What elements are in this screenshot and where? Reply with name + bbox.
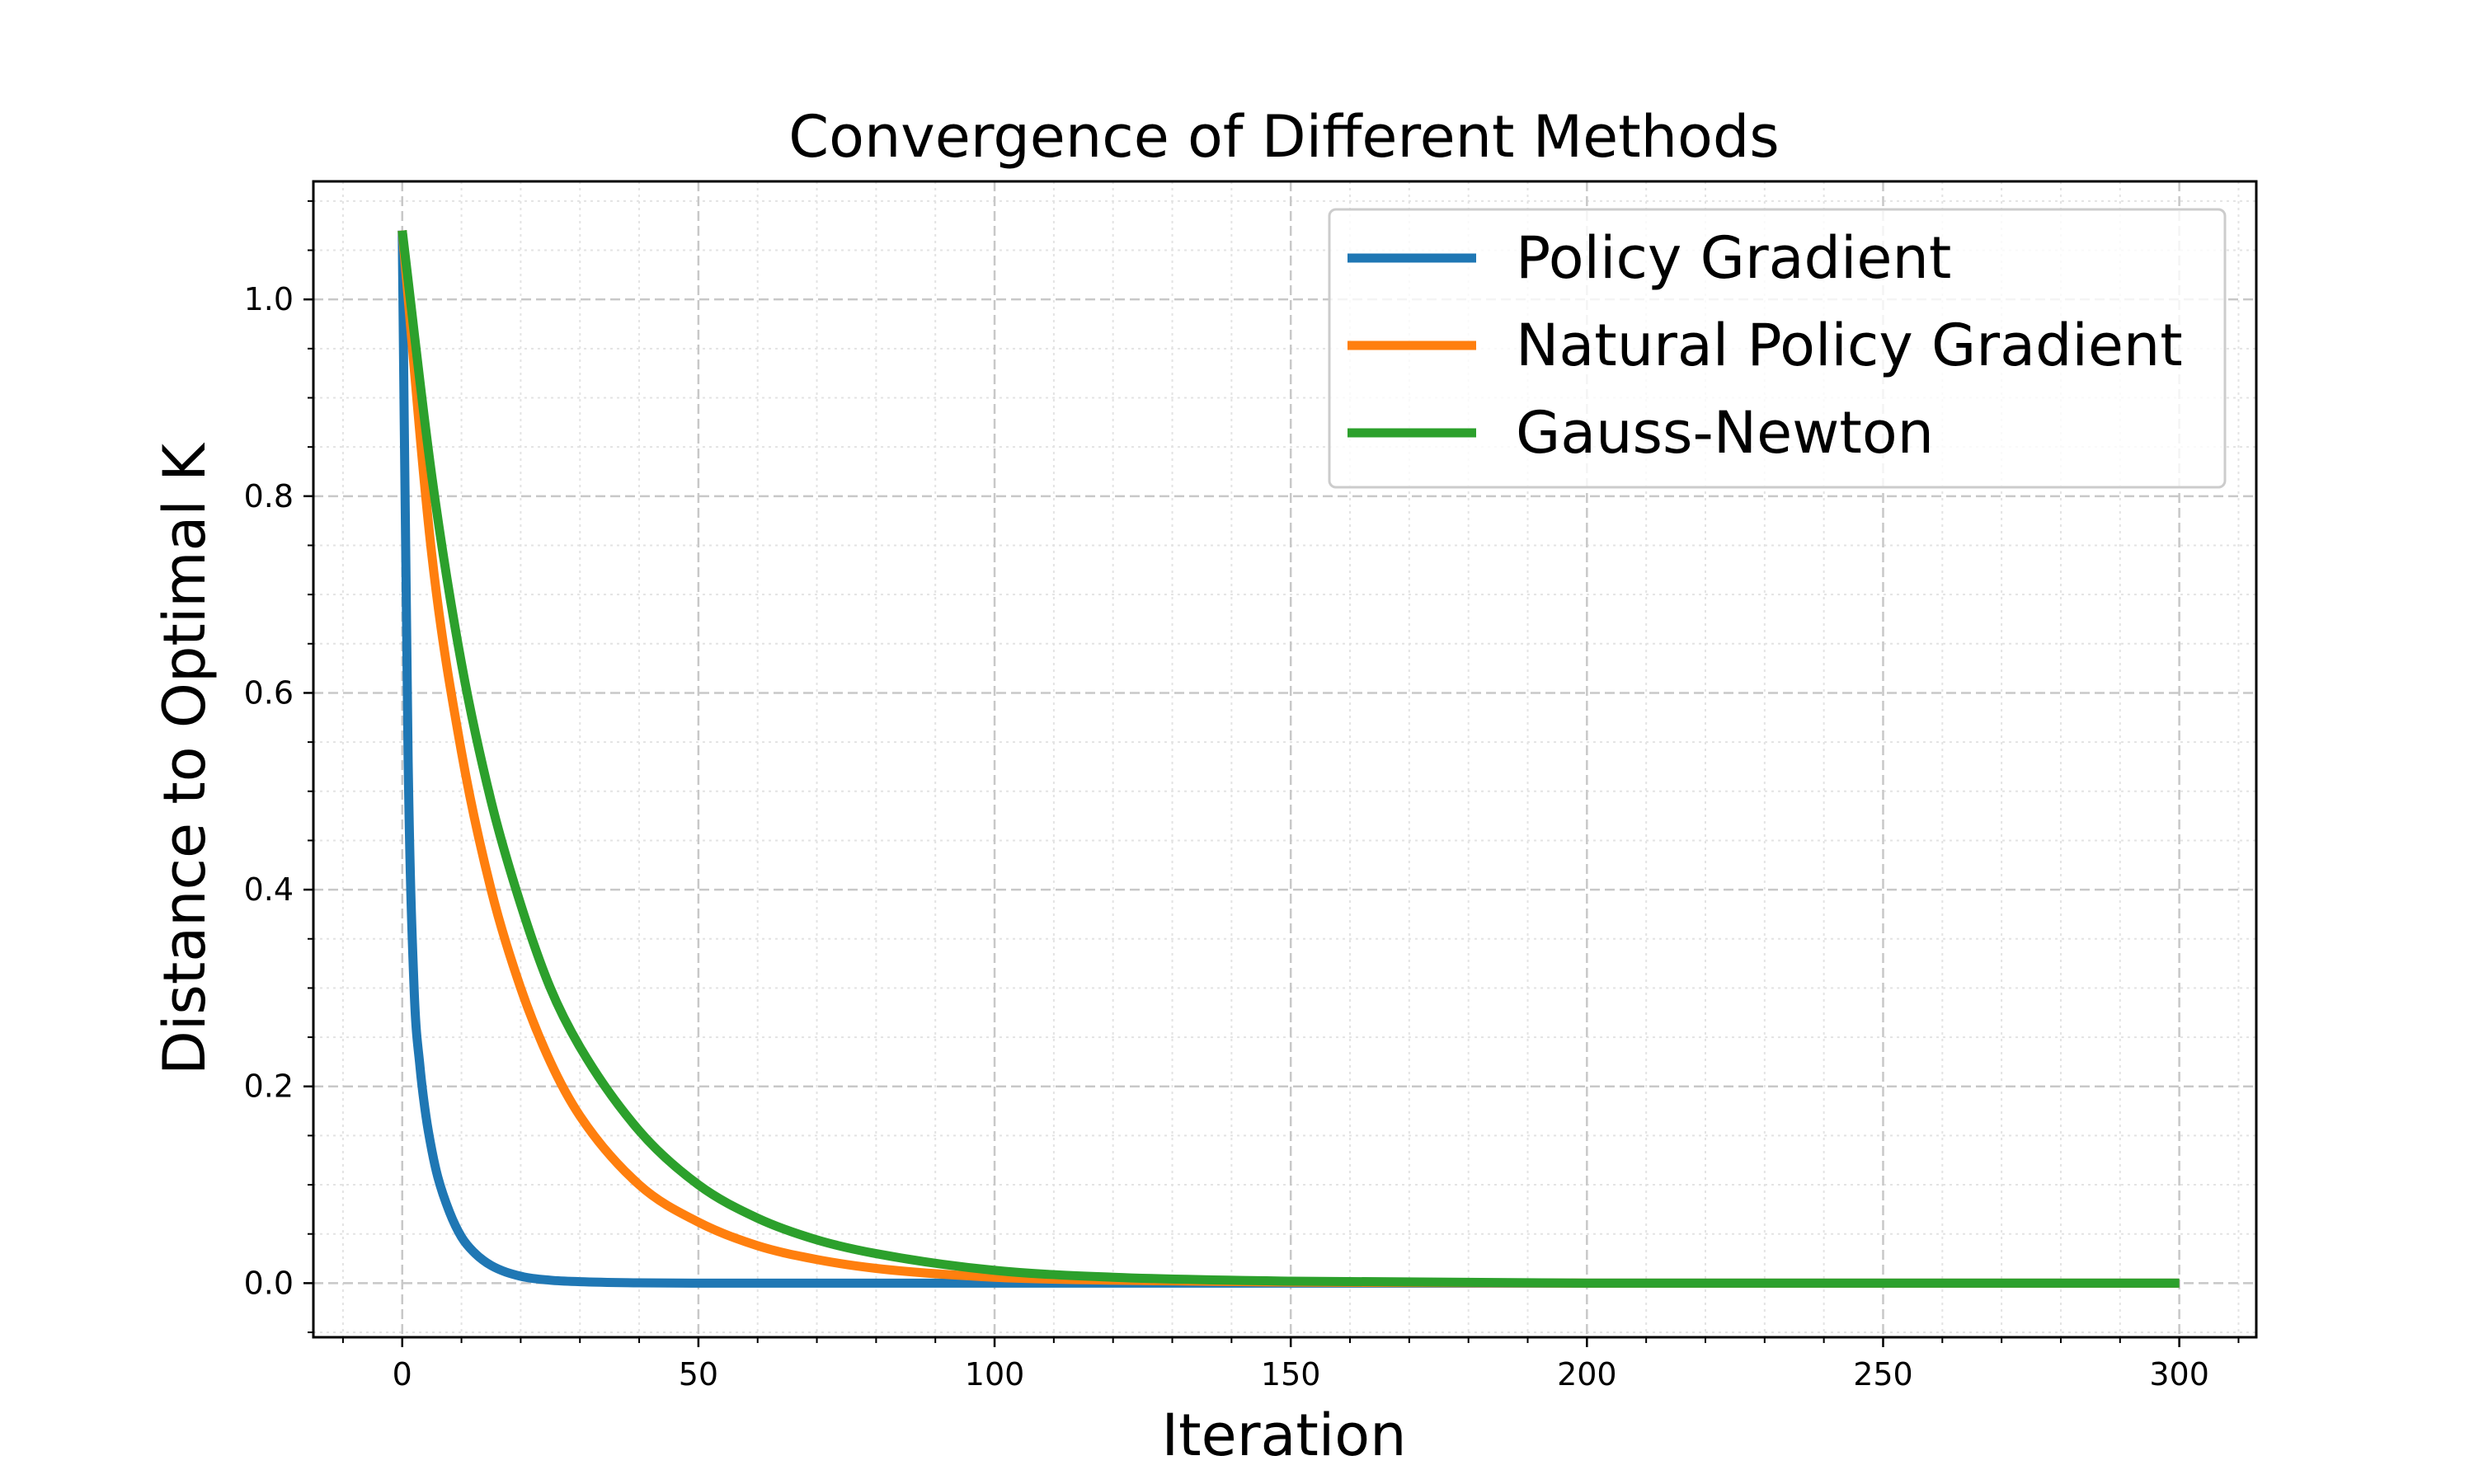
plot-frame bbox=[312, 180, 2258, 1339]
series-layer bbox=[397, 230, 2180, 1288]
x-tick-label: 50 bbox=[679, 1356, 718, 1392]
y-axis-label: Distance to Optimal K bbox=[151, 442, 219, 1075]
series-line-gauss-newton bbox=[397, 230, 2180, 1288]
x-tick-label: 100 bbox=[965, 1356, 1025, 1392]
legend: Policy Gradient Natural Policy Gradient Ga… bbox=[1328, 208, 2227, 489]
legend-label-gauss-newton: Gauss-Newton bbox=[1516, 399, 1934, 467]
y-axis: 0.0 0.2 0.4 0.6 0.8 1.0 bbox=[244, 200, 313, 1334]
y-tick-label: 1.0 bbox=[244, 281, 294, 317]
x-tick-label: 150 bbox=[1261, 1356, 1321, 1392]
x-tick-label: 300 bbox=[2149, 1356, 2209, 1392]
x-axis-label: Iteration bbox=[1162, 1402, 1407, 1469]
y-tick-label: 0.0 bbox=[244, 1265, 294, 1301]
legend-label-policy-gradient: Policy Gradient bbox=[1516, 224, 1951, 292]
legend-box bbox=[1328, 208, 2227, 489]
y-tick-label: 0.6 bbox=[244, 674, 294, 711]
chart-title: Convergence of Different Methods bbox=[788, 103, 1780, 171]
y-tick-label: 0.2 bbox=[244, 1068, 294, 1105]
x-tick-label: 250 bbox=[1853, 1356, 1913, 1392]
x-tick-label: 0 bbox=[393, 1356, 412, 1392]
legend-label-natural-policy-gradient: Natural Policy Gradient bbox=[1516, 312, 2183, 379]
y-tick-label: 0.4 bbox=[244, 871, 294, 908]
x-axis: 0 50 100 150 200 250 300 bbox=[341, 1337, 2240, 1392]
x-tick-label: 200 bbox=[1557, 1356, 1617, 1392]
y-tick-label: 0.8 bbox=[244, 478, 294, 514]
